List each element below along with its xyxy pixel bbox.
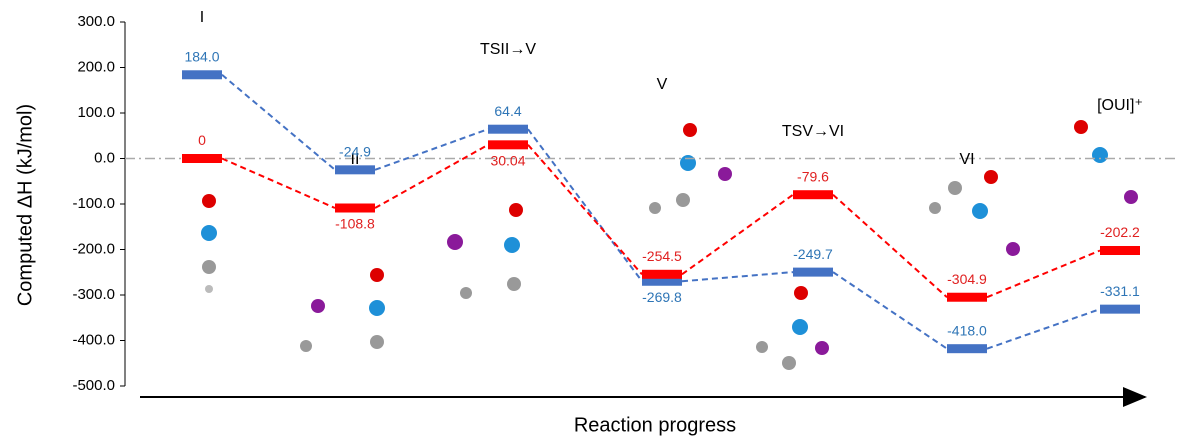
connector xyxy=(222,159,335,209)
energy-level xyxy=(488,125,528,134)
energy-level xyxy=(488,140,528,149)
y-tick-label: -100.0 xyxy=(72,195,115,212)
connector xyxy=(528,129,642,281)
connector xyxy=(528,145,642,274)
energy-level xyxy=(335,165,375,174)
y-tick-label: 0.0 xyxy=(94,149,115,166)
stage-label: V xyxy=(657,76,668,93)
value-label: -269.8 xyxy=(642,289,682,305)
value-label: -79.6 xyxy=(797,168,829,184)
chart: Reaction progress Computed ΔH (kJ/mol) 3… xyxy=(0,0,1185,443)
value-label: -249.7 xyxy=(793,246,833,262)
energy-level xyxy=(947,293,987,302)
value-label: -108.8 xyxy=(335,216,375,232)
y-tick-label: 200.0 xyxy=(77,58,115,75)
stage-label: VI xyxy=(959,151,974,168)
value-label: -254.5 xyxy=(642,248,682,264)
y-tick-label: 100.0 xyxy=(77,104,115,121)
value-label: -331.1 xyxy=(1100,283,1140,299)
stage-label: TSV→VI xyxy=(782,123,844,140)
connector xyxy=(987,309,1100,349)
y-tick-label: -500.0 xyxy=(72,377,115,394)
connector xyxy=(375,145,488,208)
energy-level xyxy=(793,190,833,199)
y-tick-label: -300.0 xyxy=(72,286,115,303)
y-tick-label: 300.0 xyxy=(77,13,115,30)
value-label: -202.2 xyxy=(1100,224,1140,240)
energy-level xyxy=(1100,246,1140,255)
x-axis-label: Reaction progress xyxy=(574,414,736,436)
stage-label: I xyxy=(200,9,204,26)
value-label: 64.4 xyxy=(494,103,521,119)
value-label: 184.0 xyxy=(184,48,219,64)
connector xyxy=(375,129,488,170)
connector xyxy=(222,75,335,170)
energy-level xyxy=(182,154,222,163)
value-label: -24.9 xyxy=(339,144,371,160)
y-tick-label: -400.0 xyxy=(72,331,115,348)
value-label: 0 xyxy=(198,132,206,148)
energy-level xyxy=(182,70,222,79)
energy-level xyxy=(1100,305,1140,314)
connector xyxy=(682,272,793,281)
energy-level xyxy=(642,270,682,279)
connector xyxy=(987,251,1100,298)
energy-level xyxy=(793,268,833,277)
connector xyxy=(833,272,947,349)
connector xyxy=(682,195,793,275)
value-label: -418.0 xyxy=(947,322,987,338)
y-axis-label: Computed ΔH (kJ/mol) xyxy=(14,104,36,306)
value-label: 30.04 xyxy=(490,153,525,169)
energy-level xyxy=(947,344,987,353)
stage-label: TSII→V xyxy=(480,41,536,58)
stage-label: [OUI]⁺ xyxy=(1097,97,1143,114)
value-label: -304.9 xyxy=(947,271,987,287)
energy-level xyxy=(335,204,375,213)
y-tick-label: -200.0 xyxy=(72,240,115,257)
